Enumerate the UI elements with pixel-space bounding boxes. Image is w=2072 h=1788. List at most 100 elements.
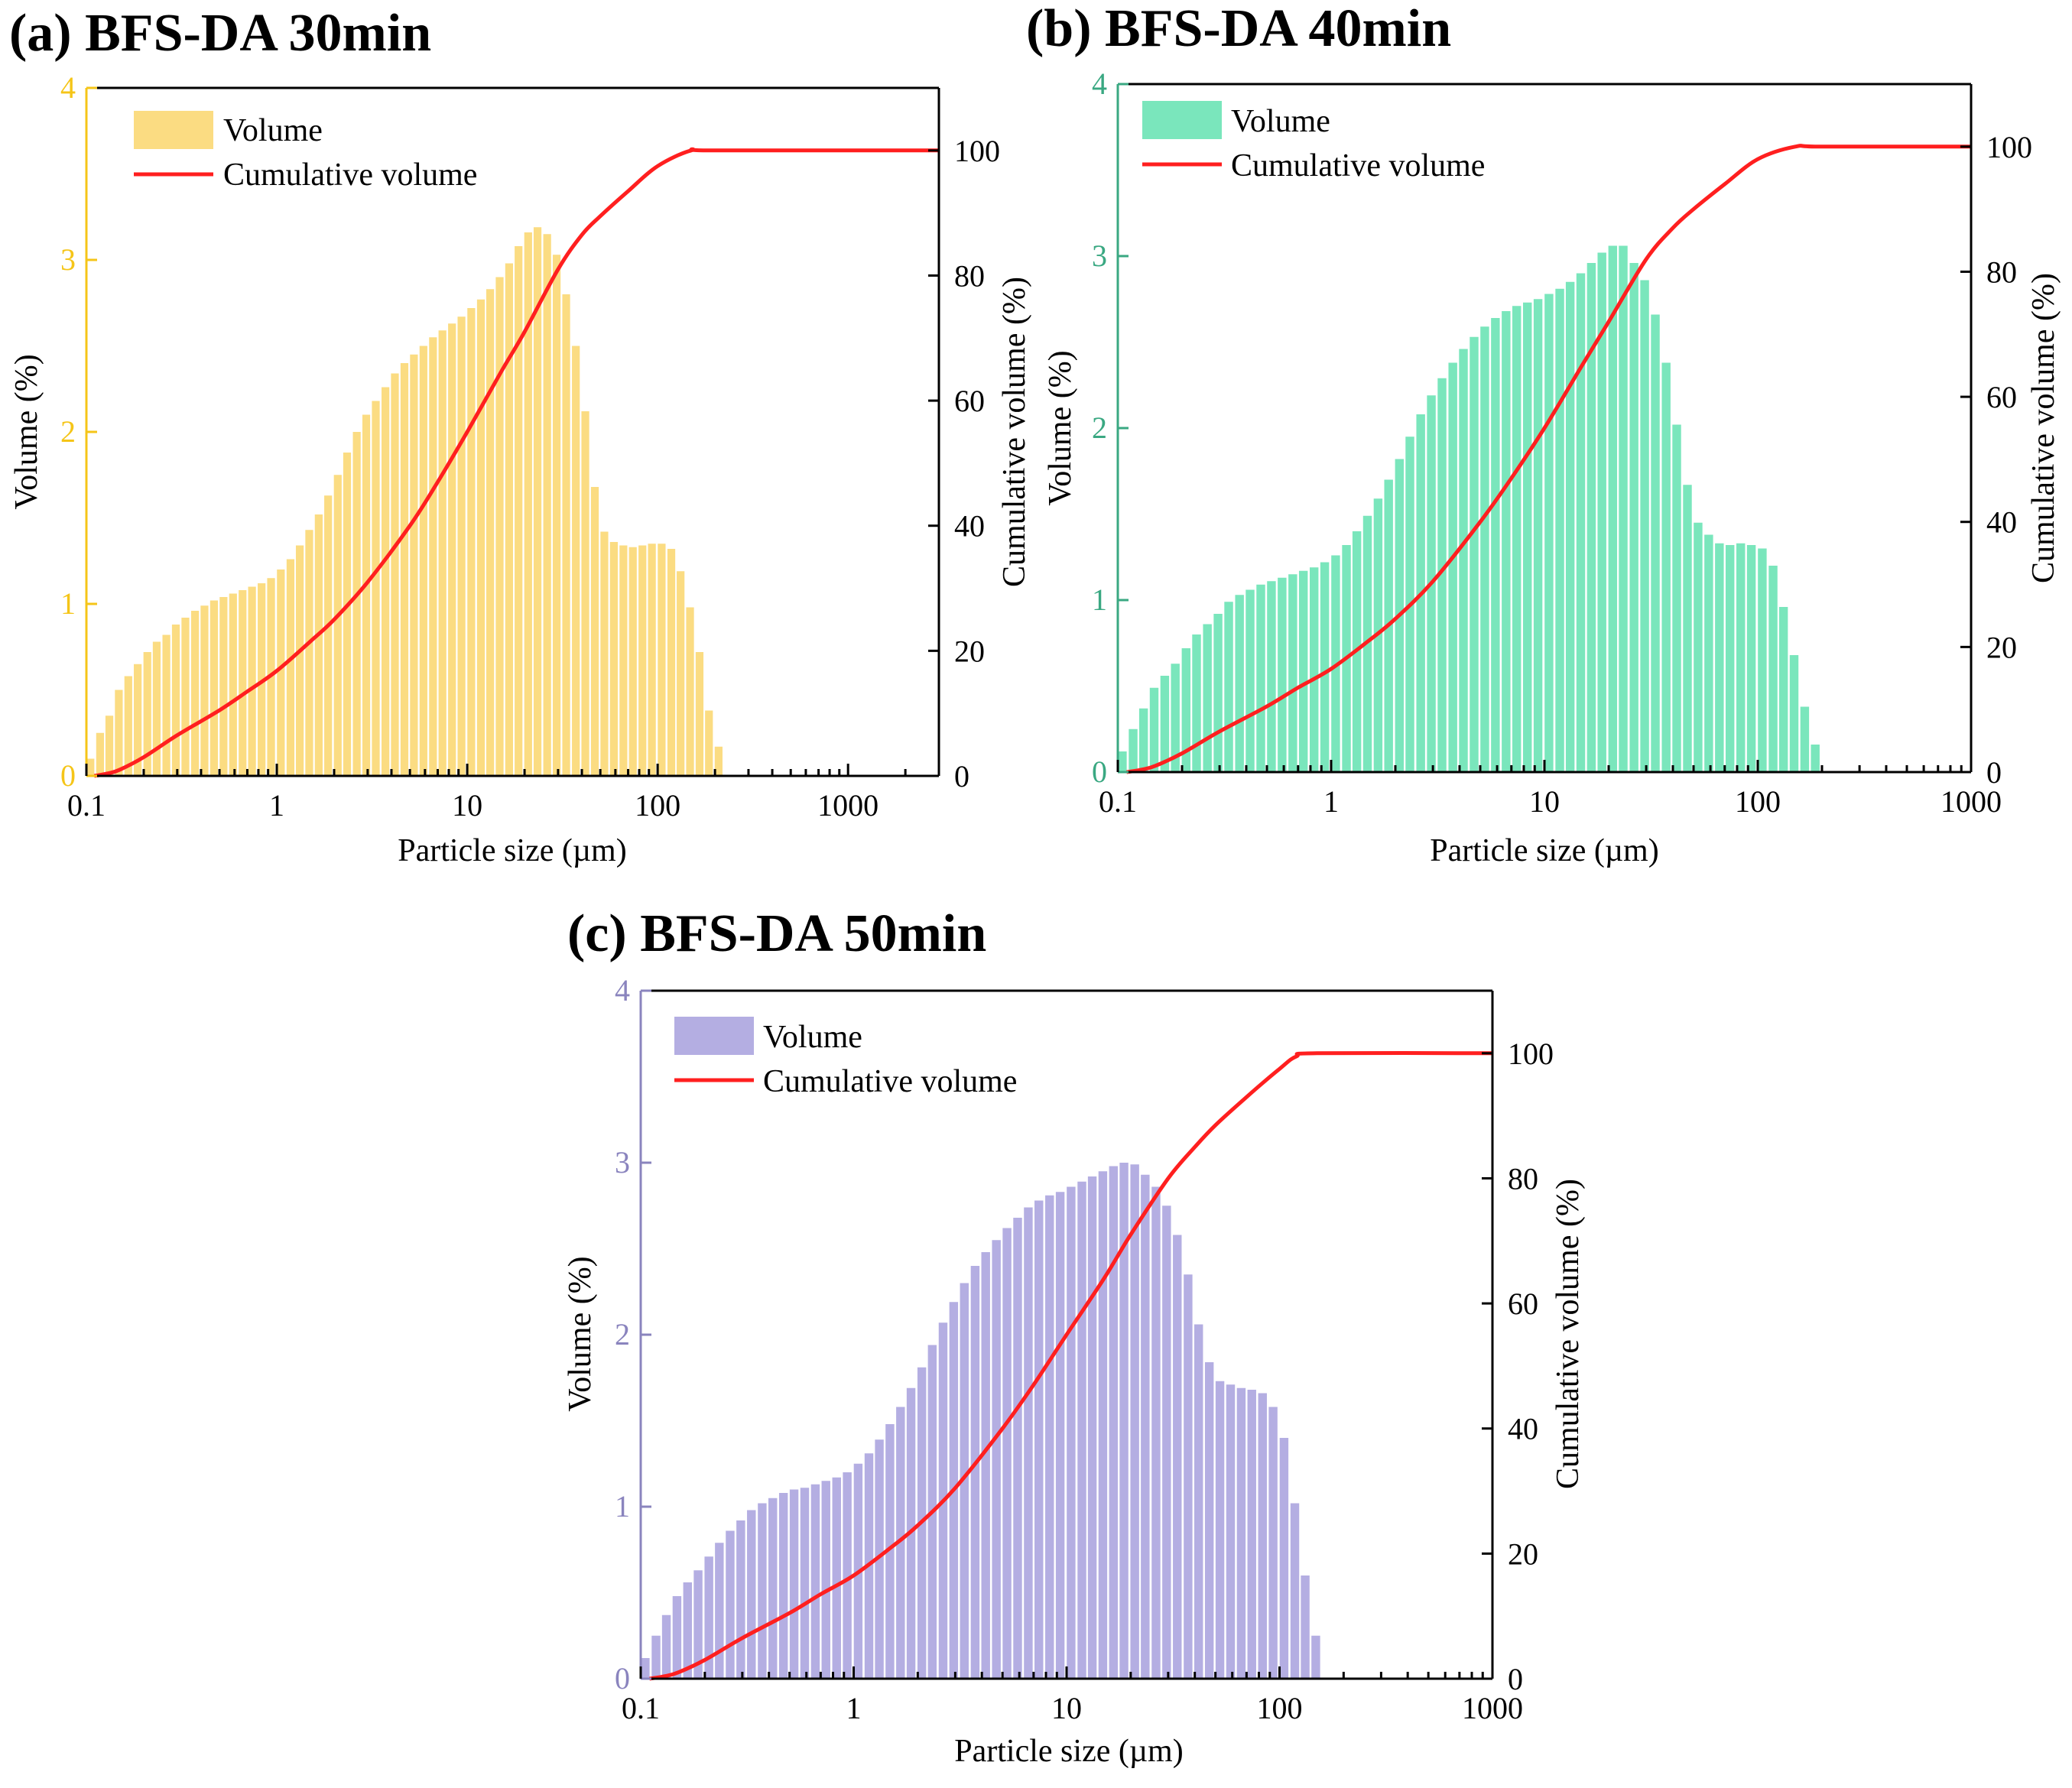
- panel-a-cumulative: [93, 147, 939, 778]
- volume-bar: [628, 547, 637, 776]
- volume-bar: [1256, 584, 1265, 772]
- volume-bar: [768, 1498, 778, 1679]
- volume-bar: [1459, 349, 1468, 772]
- volume-bar: [693, 1570, 703, 1679]
- volume-bar: [667, 549, 676, 776]
- panel-c-y2label: Cumulative volume (%): [1551, 1179, 1586, 1489]
- volume-bar: [372, 401, 380, 776]
- volume-bar: [1746, 545, 1756, 772]
- volume-bar: [1811, 745, 1820, 772]
- volume-bar: [832, 1477, 841, 1679]
- volume-bar: [1470, 336, 1479, 772]
- volume-bar: [305, 530, 313, 776]
- volume-bar: [1301, 1575, 1310, 1679]
- volume-bar: [960, 1283, 969, 1679]
- x-tick-label: 10: [1529, 784, 1560, 819]
- volume-bar: [1087, 1176, 1097, 1679]
- volume-bar: [152, 641, 161, 776]
- panel-b-legend: Volume Cumulative volume: [1142, 101, 1485, 183]
- volume-bar: [1288, 574, 1297, 772]
- volume-bar: [1245, 589, 1255, 772]
- volume-bar: [1523, 302, 1532, 772]
- panel-a-xlabel: Particle size (µm): [398, 833, 626, 868]
- volume-bar: [219, 597, 228, 776]
- panel-c-bars: [641, 1163, 1320, 1679]
- volume-bar: [609, 542, 618, 776]
- volume-bar: [1215, 1381, 1225, 1679]
- volume-bar: [1235, 595, 1244, 772]
- y-tick-label: 2: [615, 1317, 630, 1352]
- volume-bar: [747, 1510, 756, 1679]
- y-tick-label: 1: [60, 586, 76, 621]
- volume-bar: [1109, 1166, 1119, 1679]
- volume-bar: [1129, 729, 1138, 772]
- volume-bar: [343, 453, 352, 776]
- volume-bar: [438, 330, 447, 776]
- volume-bar: [1247, 1390, 1256, 1679]
- panel-a-legend-cumulative: Cumulative volume: [223, 157, 477, 193]
- volume-bar: [382, 387, 390, 776]
- volume-bar: [143, 652, 151, 776]
- volume-bar: [1279, 1438, 1289, 1679]
- volume-bar: [1290, 1503, 1300, 1679]
- volume-bar: [1151, 1186, 1161, 1679]
- volume-bar: [1045, 1195, 1054, 1679]
- panel-b-xlabel: Particle size (µm): [1430, 833, 1658, 868]
- volume-bar: [400, 363, 409, 776]
- volume-bar: [600, 531, 609, 776]
- x-tick-label: 100: [1735, 784, 1781, 819]
- volume-bar: [885, 1424, 895, 1679]
- panel-a-legend: Volume Cumulative volume: [134, 111, 477, 193]
- y2-tick-label: 60: [1508, 1287, 1538, 1321]
- y2-tick-label: 80: [954, 258, 985, 293]
- volume-bar: [677, 571, 685, 776]
- volume-bar: [1236, 1387, 1246, 1679]
- volume-bar: [800, 1488, 810, 1679]
- volume-bar: [190, 611, 200, 776]
- volume-bar: [1013, 1218, 1022, 1679]
- panel-a-legend-volume: Volume: [223, 113, 323, 148]
- volume-bar: [1192, 634, 1201, 772]
- volume-bar: [714, 746, 723, 776]
- volume-bar: [638, 545, 647, 776]
- volume-bar: [1130, 1164, 1139, 1679]
- volume-bar: [981, 1252, 990, 1679]
- volume-bar: [533, 227, 542, 776]
- volume-bar: [658, 544, 666, 776]
- panel-b-ylabel: Volume (%): [1043, 350, 1078, 505]
- volume-bar: [295, 545, 304, 776]
- volume-bar: [1268, 1407, 1278, 1679]
- volume-bar: [1768, 566, 1778, 772]
- volume-bar: [1640, 280, 1649, 772]
- volume-bar: [352, 432, 361, 776]
- volume-bar: [715, 1543, 724, 1679]
- panel-c-legend: Volume Cumulative volume: [674, 1017, 1017, 1099]
- volume-bar: [590, 487, 599, 776]
- volume-bar: [200, 605, 209, 776]
- volume-bar: [1565, 281, 1575, 772]
- volume-bar: [1778, 607, 1788, 772]
- panel-a-bars: [86, 227, 723, 776]
- volume-bar: [1448, 362, 1457, 772]
- volume-bar: [419, 346, 427, 776]
- volume-bar: [648, 544, 656, 776]
- volume-bar: [992, 1240, 1001, 1679]
- volume-bar: [1437, 378, 1447, 772]
- volume-bar: [505, 263, 514, 776]
- volume-bar: [410, 354, 418, 776]
- y-tick-label: 2: [60, 414, 76, 449]
- volume-bar: [429, 337, 437, 776]
- volume-bar: [1077, 1181, 1086, 1679]
- volume-bar: [970, 1266, 980, 1679]
- volume-bar: [581, 411, 589, 776]
- y-tick-label: 4: [615, 973, 630, 1008]
- y2-tick-label: 20: [1986, 630, 2017, 664]
- volume-bar: [1512, 306, 1522, 772]
- panel-a-legend-volume-swatch: [134, 111, 213, 149]
- cumulative-volume-line: [93, 147, 939, 778]
- volume-bar: [333, 475, 342, 776]
- volume-bar: [476, 299, 486, 776]
